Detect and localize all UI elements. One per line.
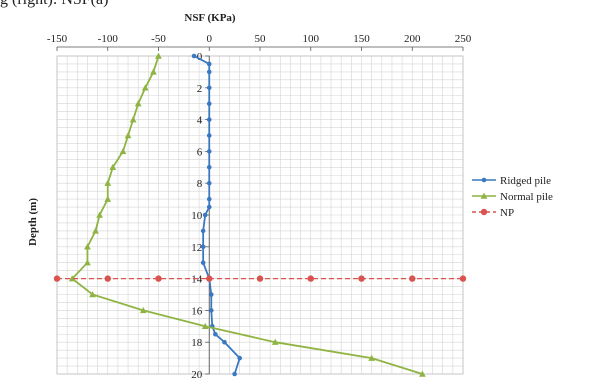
x-tick-label: 150	[353, 33, 370, 45]
plot-frame	[56, 55, 464, 375]
legend-swatch-marker	[481, 177, 487, 183]
data-point	[89, 291, 96, 298]
y-axis-title: Depth (m)	[27, 198, 39, 246]
y-tick-label: 0	[197, 51, 203, 63]
data-point	[119, 148, 127, 155]
data-point	[206, 196, 212, 202]
data-point	[206, 204, 212, 210]
data-point	[206, 275, 213, 282]
y-tick-label: 4	[197, 115, 203, 127]
x-tick-label: 250	[455, 33, 472, 45]
data-point	[129, 116, 137, 123]
legend-entry: Ridged pile	[472, 175, 551, 187]
axes: -150 -100 -50 0 50 100 150 200 250 0 2 4 6 8 10 12 14 16 1…	[47, 33, 472, 381]
x-tick-label: -50	[151, 33, 166, 45]
legend-label: Ridged pile	[500, 175, 551, 187]
data-series	[53, 52, 467, 377]
data-point	[206, 165, 212, 170]
data-point	[307, 275, 314, 282]
data-point	[271, 338, 279, 345]
y-tick-label: 20	[191, 369, 203, 381]
series-normal-pile	[68, 52, 426, 377]
data-point	[92, 227, 99, 234]
y-tick-label: 14	[191, 274, 203, 286]
top-caption-fragment: g (right): NSF(a)	[0, 0, 108, 9]
x-tick-label: -150	[47, 33, 68, 45]
data-point	[206, 101, 212, 106]
data-point	[222, 339, 227, 345]
data-point	[104, 195, 112, 202]
y-tick-label: 2	[197, 83, 203, 95]
data-point	[124, 132, 132, 139]
data-point	[213, 331, 218, 337]
data-point	[200, 260, 206, 266]
legend-entry: Normal pile	[472, 191, 553, 203]
legend-label: Normal pile	[500, 191, 553, 203]
data-point	[206, 133, 212, 138]
legend-entry: NP	[472, 207, 514, 219]
y-tick-label: 6	[197, 146, 203, 158]
x-tick-label: -100	[98, 33, 119, 45]
data-point	[84, 243, 91, 250]
data-point	[206, 180, 212, 186]
data-point	[139, 307, 147, 314]
data-point	[419, 370, 426, 377]
y-tick-label: 16	[191, 305, 203, 317]
data-point	[134, 100, 142, 107]
data-point	[104, 275, 111, 282]
legend-swatch-marker	[480, 192, 488, 199]
y-tick-label: 8	[197, 178, 203, 190]
series-np	[53, 275, 467, 282]
data-point	[206, 61, 212, 67]
data-point	[237, 355, 242, 361]
data-point	[202, 212, 208, 218]
x-tick-label: 100	[303, 33, 320, 45]
data-point	[68, 275, 76, 282]
y-tick-label: 12	[191, 242, 202, 254]
data-point	[155, 52, 162, 59]
data-point	[84, 259, 91, 266]
x-tick-label: 0	[207, 33, 213, 45]
data-point	[104, 179, 112, 186]
data-point	[201, 322, 209, 330]
x-tick-label: 50	[255, 33, 267, 45]
data-point	[256, 275, 264, 282]
legend: Ridged pile Normal pile NP	[472, 175, 553, 219]
y-tick-label: 18	[191, 337, 203, 349]
data-point	[206, 85, 212, 91]
x-tick-label: 200	[404, 33, 421, 45]
data-point	[53, 275, 61, 282]
data-point	[141, 84, 149, 91]
data-point	[208, 308, 214, 313]
grid	[56, 55, 464, 375]
legend-label: NP	[500, 207, 514, 219]
data-point	[208, 292, 214, 297]
data-point	[206, 117, 212, 122]
data-point	[109, 163, 117, 171]
data-point	[368, 354, 376, 361]
x-axis-title: NSF (KPa)	[184, 12, 236, 24]
data-point	[96, 211, 104, 218]
data-point	[191, 53, 197, 59]
data-point	[358, 275, 365, 282]
data-point	[155, 275, 162, 282]
data-point	[232, 371, 237, 377]
data-point	[200, 244, 206, 250]
data-point	[150, 68, 157, 75]
legend-swatch-marker	[480, 208, 488, 216]
data-point	[409, 275, 416, 282]
data-point	[459, 275, 467, 282]
data-point	[206, 149, 212, 154]
y-tick-label: 10	[191, 210, 203, 222]
data-point	[200, 228, 206, 234]
data-point	[206, 69, 212, 75]
